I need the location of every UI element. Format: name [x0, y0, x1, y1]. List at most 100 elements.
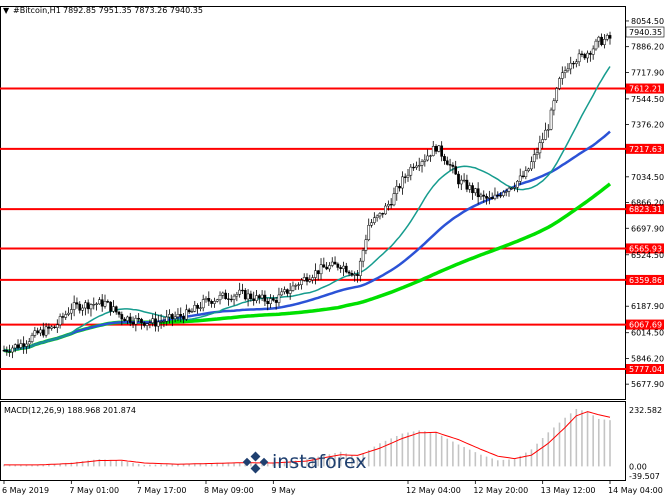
candle-body: [415, 165, 418, 168]
candle-body: [185, 309, 188, 320]
candle-body: [367, 225, 371, 240]
candle-body: [106, 301, 110, 303]
time-tick-label: 8 May 09:00: [204, 486, 254, 495]
candle-body: [591, 48, 595, 55]
candle-body: [555, 88, 559, 102]
candle-body: [558, 78, 561, 89]
candle-body: [473, 188, 477, 194]
candle-body: [563, 70, 567, 73]
macd-panel-frame: [0, 401, 626, 481]
chart-symbol: #Bitcoin,H1: [13, 6, 61, 15]
candle-body: [269, 298, 272, 304]
candle-body: [249, 293, 253, 300]
level-tag: [626, 319, 664, 330]
candle-body: [389, 204, 393, 206]
candle-body: [8, 351, 11, 353]
candle-body: [527, 168, 530, 171]
candle-body: [429, 155, 432, 157]
header-arrow-icon[interactable]: ▼: [3, 6, 10, 15]
candle-body: [204, 298, 208, 300]
candle-body: [100, 299, 104, 307]
level-label: 6823.31: [629, 205, 662, 214]
macd-tick-label: 232.582: [629, 406, 662, 415]
candle-body: [420, 161, 424, 166]
candle-body: [44, 326, 48, 336]
candle-body: [333, 261, 337, 265]
candle-body: [241, 289, 244, 292]
candle-body: [516, 180, 519, 188]
candle-body: [521, 175, 525, 177]
candle-body: [302, 277, 306, 281]
candle-body: [510, 187, 514, 190]
candle-body: [142, 322, 146, 326]
candle-body: [95, 303, 98, 305]
candle-body: [154, 318, 157, 327]
candle-body: [597, 36, 601, 42]
macd-signal-line: [4, 411, 611, 466]
candle-body: [560, 72, 564, 79]
candle-body: [243, 290, 247, 300]
candle-body: [504, 191, 508, 193]
candle-body: [328, 265, 331, 270]
candle-body: [11, 347, 14, 353]
candle-body: [454, 166, 458, 175]
candle-body: [148, 322, 152, 324]
candle-body: [549, 109, 553, 130]
candle-body: [145, 323, 149, 326]
candle-body: [347, 271, 351, 274]
candle-body: [409, 166, 413, 176]
candle-body: [524, 170, 528, 177]
candle-body: [485, 196, 488, 199]
candle-body: [117, 311, 121, 315]
candle-body: [364, 239, 368, 251]
candle-body: [479, 194, 483, 198]
candle-body: [128, 316, 132, 323]
candle-body: [67, 312, 70, 315]
candle-body: [398, 185, 401, 189]
candlesticks: [2, 31, 612, 359]
candle-body: [395, 185, 399, 194]
price-panel-frame: [0, 6, 626, 400]
candle-body: [353, 274, 357, 276]
candle-body: [493, 194, 497, 199]
candle-body: [532, 154, 536, 162]
candle-body: [605, 35, 609, 40]
chart-ohlc: 7892.85 7951.35 7873.26 7940.35: [63, 6, 203, 15]
horizontal-levels: 7612.21 7217.63 6823.31 6565.93 6359.86 6067.…: [0, 83, 664, 375]
candle-body: [33, 330, 37, 336]
candle-body: [490, 197, 494, 199]
candle-body: [47, 326, 51, 329]
candle-body: [538, 142, 542, 154]
price-tick-label: 7376.20: [631, 121, 664, 130]
candle-body: [603, 39, 606, 45]
candle-body: [392, 193, 396, 206]
candle-body: [499, 195, 502, 197]
candle-body: [283, 289, 286, 293]
candle-body: [25, 343, 28, 347]
candle-body: [350, 272, 354, 276]
candle-body: [58, 316, 62, 326]
level-tag: [626, 364, 664, 375]
candle-body: [72, 302, 76, 310]
time-tick-label: 12 May 20:00: [473, 486, 528, 495]
candle-body: [600, 36, 603, 45]
time-tick-label: 6 May 2019: [2, 486, 49, 495]
candle-body: [417, 165, 421, 167]
candle-body: [286, 289, 289, 294]
ma-fast-line: [3, 66, 611, 353]
candle-body: [311, 277, 314, 281]
candle-body: [457, 173, 460, 185]
candle-body: [577, 53, 581, 63]
candle-body: [406, 174, 410, 178]
candle-body: [566, 68, 570, 72]
candle-body: [179, 314, 183, 317]
candle-body: [53, 326, 56, 328]
candle-body: [168, 314, 171, 318]
candle-body: [114, 306, 118, 313]
candle-body: [232, 295, 236, 300]
candle-body: [131, 322, 135, 325]
candle-body: [213, 301, 216, 304]
candle-body: [401, 176, 404, 189]
candle-body: [207, 298, 211, 302]
